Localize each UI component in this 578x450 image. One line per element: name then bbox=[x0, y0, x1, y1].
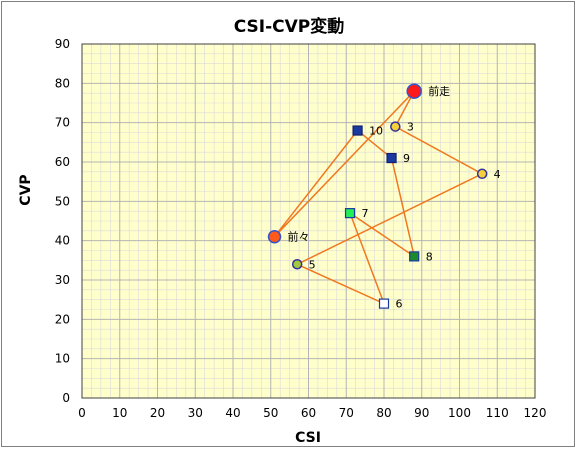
y-tick-label: 80 bbox=[55, 76, 70, 90]
data-point-3 bbox=[390, 121, 401, 132]
data-point-前走 bbox=[406, 83, 422, 99]
x-tick-label: 10 bbox=[112, 406, 127, 420]
data-label-5: 5 bbox=[309, 258, 316, 271]
x-tick-label: 50 bbox=[263, 406, 278, 420]
data-point-9 bbox=[386, 152, 397, 164]
x-tick-label: 20 bbox=[150, 406, 165, 420]
data-label-4: 4 bbox=[494, 168, 501, 181]
y-tick-label: 20 bbox=[55, 312, 70, 326]
data-point-5 bbox=[291, 259, 303, 270]
x-tick-label: 100 bbox=[448, 406, 471, 420]
data-point-8 bbox=[409, 251, 420, 262]
data-label-前々: 前々 bbox=[288, 230, 310, 244]
y-tick-label: 90 bbox=[55, 37, 70, 51]
data-point-6 bbox=[378, 298, 390, 309]
x-tick-label: 0 bbox=[78, 406, 86, 420]
y-tick-label: 70 bbox=[55, 116, 70, 130]
y-tick-label: 10 bbox=[55, 352, 70, 366]
x-tick-label: 60 bbox=[301, 406, 316, 420]
data-point-7 bbox=[344, 208, 356, 219]
data-label-10: 10 bbox=[369, 125, 383, 138]
data-point-4 bbox=[476, 168, 488, 180]
x-tick-label: 70 bbox=[339, 406, 354, 420]
x-axis-title: CSI bbox=[295, 430, 321, 446]
y-axis-title: CVP bbox=[18, 174, 34, 205]
plot-area: 0 10 20 30 40 50 60 70 80 90 100 110 120 0 10 20 30 40 50 6… bbox=[55, 37, 547, 420]
data-label-9: 9 bbox=[403, 152, 410, 165]
x-tick-label: 110 bbox=[486, 406, 509, 420]
x-tick-label: 120 bbox=[524, 406, 547, 420]
y-tick-label: 0 bbox=[62, 391, 70, 405]
data-label-前走: 前走 bbox=[428, 84, 450, 98]
y-tick-label: 50 bbox=[55, 194, 70, 208]
data-label-3: 3 bbox=[407, 121, 414, 134]
x-tick-label: 80 bbox=[376, 406, 391, 420]
x-tick-label: 90 bbox=[414, 406, 429, 420]
data-label-6: 6 bbox=[396, 298, 403, 311]
x-tick-label: 40 bbox=[225, 406, 240, 420]
y-tick-label: 40 bbox=[55, 234, 70, 248]
data-label-7: 7 bbox=[362, 207, 369, 220]
data-label-8: 8 bbox=[426, 250, 433, 263]
y-tick-label: 60 bbox=[55, 155, 70, 169]
data-point-10 bbox=[352, 125, 363, 136]
plot-border bbox=[81, 43, 536, 399]
data-point-前々 bbox=[267, 229, 282, 244]
x-tick-label: 30 bbox=[188, 406, 203, 420]
chart-title: CSI-CVP変動 bbox=[234, 16, 345, 37]
y-tick-label: 30 bbox=[55, 273, 70, 287]
